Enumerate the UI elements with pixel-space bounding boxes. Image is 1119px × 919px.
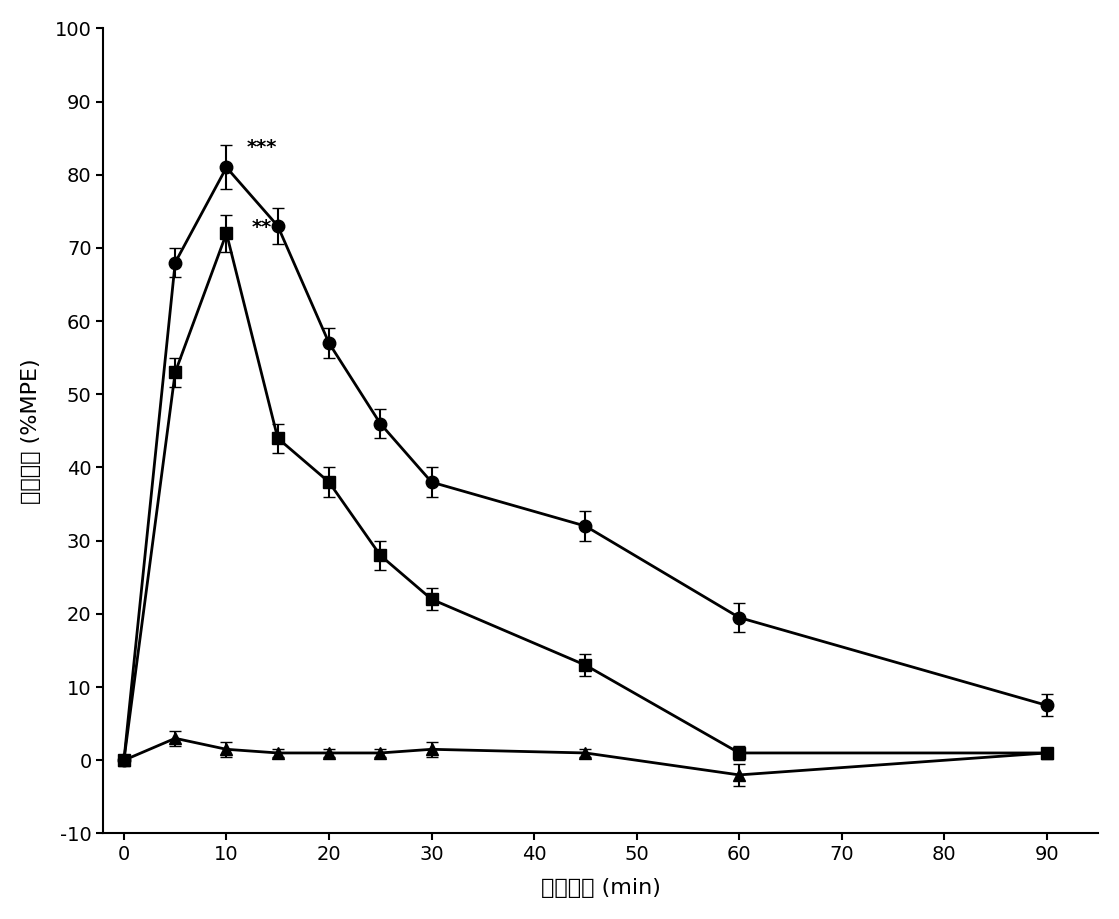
X-axis label: 测量时间 (min): 测量时间 (min) — [540, 879, 660, 898]
Y-axis label: 镇痛活性 (%MPE): 镇痛活性 (%MPE) — [21, 358, 40, 504]
Text: **: ** — [252, 219, 272, 237]
Text: ***: *** — [247, 138, 278, 157]
